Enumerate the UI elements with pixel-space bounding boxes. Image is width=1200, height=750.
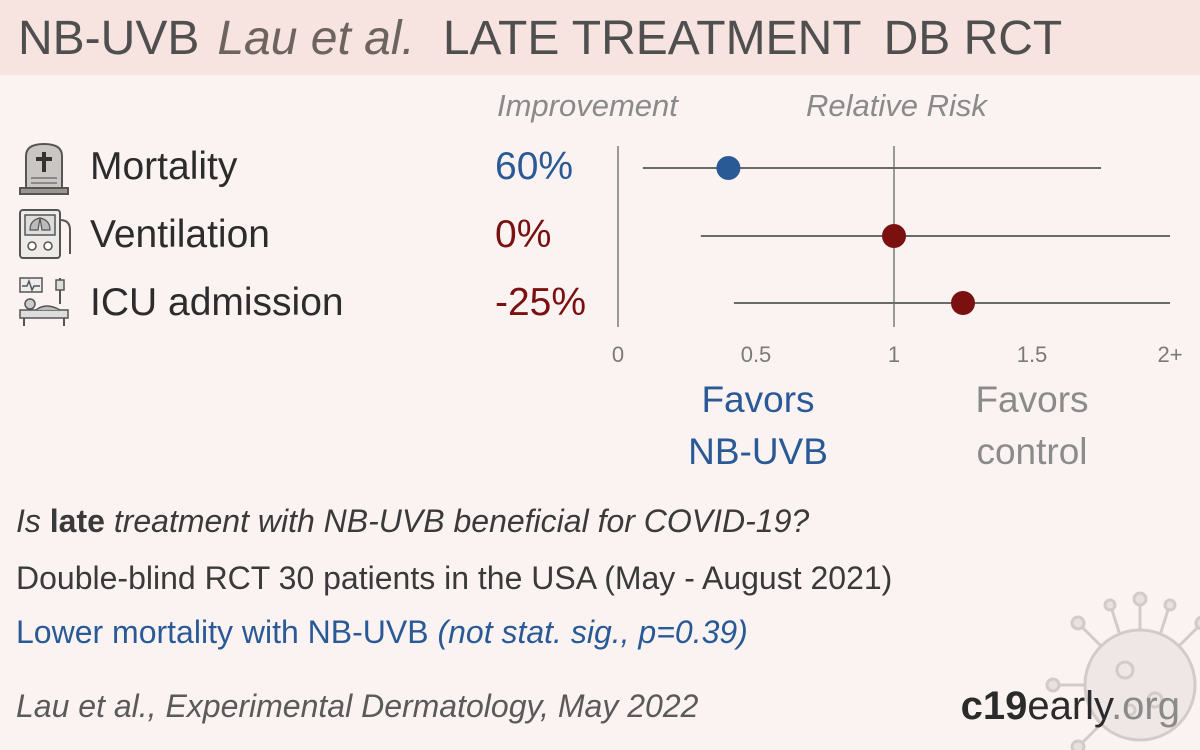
question-text: Is late treatment with NB-UVB beneficial…	[16, 503, 809, 540]
outcome-label-icu: ICU admission	[90, 281, 344, 324]
improvement-value-icu: -25%	[495, 281, 587, 324]
favors-treatment-line2: NB-UVB	[688, 431, 828, 472]
favors-control-label: Favors control	[932, 374, 1132, 478]
brand-org: .org	[1111, 684, 1180, 728]
favors-control-line1: Favors	[975, 379, 1089, 420]
favors-treatment-line1: Favors	[701, 379, 815, 420]
gravestone-icon	[19, 142, 69, 195]
brand-logo: c19early.org	[961, 684, 1180, 729]
tick-label: 1.5	[1017, 342, 1048, 367]
question-pre: Is	[16, 503, 50, 539]
favors-control-line2: control	[976, 431, 1088, 472]
rr-point-icu-admission	[951, 291, 975, 315]
tick-label: 2+	[1157, 342, 1182, 367]
outcome-label-mortality: Mortality	[90, 145, 238, 188]
study-design-text: Double-blind RCT 30 patients in the USA …	[16, 560, 893, 596]
rr-point-ventilation	[882, 224, 906, 248]
result-italic: (not stat. sig., p=0.39)	[437, 614, 748, 650]
title-design: DB RCT	[883, 12, 1063, 65]
header-band	[0, 0, 1200, 75]
result-text: Lower mortality with NB-UVB (not stat. s…	[16, 614, 748, 651]
ventilator-icon	[19, 209, 71, 259]
relative-risk-column-heading: Relative Risk	[806, 88, 987, 123]
citation-text: Lau et al., Experimental Dermatology, Ma…	[16, 688, 699, 724]
question-post: treatment with NB-UVB beneficial for COV…	[104, 503, 810, 539]
tick-label: 1	[888, 342, 900, 367]
tick-label: 0	[612, 342, 624, 367]
favors-treatment-label: Favors NB-UVB	[658, 374, 858, 478]
title-drug: NB-UVB	[18, 12, 200, 65]
tick-label: 0.5	[741, 342, 772, 367]
brand-c19: c19	[960, 684, 1028, 728]
result-pre: Lower mortality with NB-UVB	[16, 614, 438, 650]
virus-watermark-icon	[1045, 591, 1200, 750]
title-stage: LATE TREATMENT	[442, 12, 862, 65]
improvement-column-heading: Improvement	[497, 88, 678, 123]
improvement-value-ventilation: 0%	[495, 213, 552, 256]
page-title: NB-UVB Lau et al. LATE TREATMENT DB RCT	[18, 8, 1062, 70]
title-author: Lau et al.	[217, 12, 415, 65]
icu-bed-icon	[19, 277, 69, 326]
brand-early: early	[1027, 684, 1112, 728]
question-bold: late	[49, 503, 105, 539]
rr-point-mortality	[716, 156, 741, 180]
improvement-value-mortality: 60%	[495, 145, 574, 188]
outcome-label-ventilation: Ventilation	[90, 213, 270, 256]
